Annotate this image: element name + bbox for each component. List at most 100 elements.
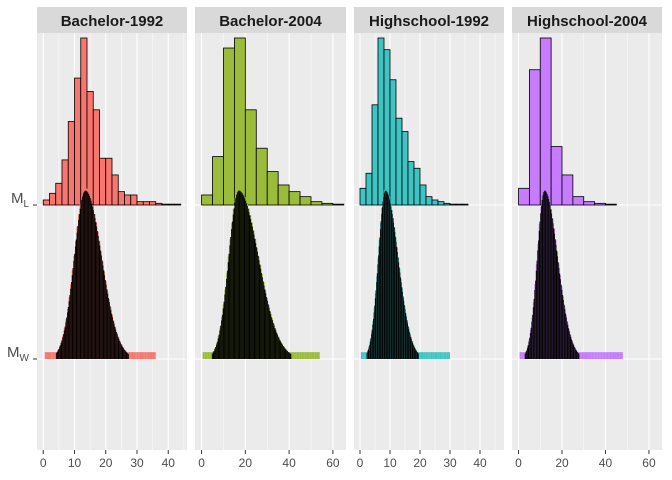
- x-tick-label: 20: [555, 456, 569, 470]
- fine-bin-bar: [218, 334, 220, 359]
- fine-bin-fill: [443, 352, 445, 359]
- fine-bin-fill: [425, 352, 428, 359]
- fine-bin-fill: [314, 352, 317, 359]
- fine-bin-fill: [294, 352, 297, 359]
- x-tick-label: 40: [162, 456, 176, 470]
- fine-bin-bar: [101, 255, 102, 359]
- fine-bin-bar: [113, 323, 115, 359]
- fine-bin-bar: [564, 309, 566, 359]
- fine-bin-fill: [599, 352, 601, 359]
- histogram-bar: [142, 201, 150, 206]
- fine-bin-bar: [388, 195, 389, 359]
- histogram-bar: [583, 201, 596, 206]
- fine-bin-fill: [519, 352, 522, 359]
- fine-bin-bar: [70, 282, 72, 359]
- fine-bin-bar: [569, 331, 570, 359]
- fine-bin-bar: [55, 353, 57, 359]
- fine-bin-bar: [235, 198, 237, 359]
- fine-bin-bar: [410, 336, 412, 359]
- fine-bin-bar: [376, 281, 377, 359]
- fine-bin-fill: [51, 352, 53, 359]
- fine-bin-bar: [108, 302, 110, 359]
- fine-bin-bar: [416, 350, 417, 359]
- fine-bin-bar: [565, 313, 567, 359]
- fine-bin-bar: [537, 250, 539, 359]
- y-axis-label-2: MW: [7, 344, 30, 364]
- fine-bin-bar: [267, 304, 269, 359]
- fine-bin-bar: [78, 219, 79, 359]
- fine-bin-fill: [583, 352, 585, 359]
- fine-bin-bar: [239, 190, 241, 359]
- fine-bin-fill: [608, 352, 610, 359]
- fine-bin-bar: [124, 350, 126, 359]
- fine-bin-bar: [71, 275, 73, 359]
- fine-bin-bar: [262, 277, 263, 359]
- fine-bin-bar: [63, 330, 65, 359]
- fine-bin-bar: [380, 221, 382, 359]
- fine-bin-fill: [301, 352, 304, 359]
- fine-bin-bar: [240, 191, 242, 359]
- fine-bin-bar: [552, 218, 553, 359]
- fine-bin-bar: [74, 246, 76, 359]
- fine-bin-bar: [127, 353, 129, 359]
- histogram-bar: [67, 121, 75, 206]
- fine-bin-bar: [277, 336, 279, 359]
- fine-bin-bar: [246, 205, 248, 359]
- fine-bin-bar: [122, 347, 124, 359]
- fine-bin-bar: [381, 213, 382, 359]
- fine-bin-bar: [250, 219, 252, 359]
- fine-bin-fill: [291, 352, 293, 359]
- fine-bin-bar: [385, 190, 386, 359]
- histogram-bar: [425, 196, 433, 206]
- fine-bin-bar: [214, 349, 216, 359]
- fine-bin-bar: [242, 194, 244, 359]
- histogram-bar: [310, 201, 323, 206]
- fine-bin-fill: [448, 352, 450, 359]
- fine-bin-bar: [97, 235, 99, 359]
- histogram-bar: [167, 203, 175, 206]
- fine-bin-bar: [376, 273, 378, 359]
- fine-bin-bar: [213, 350, 215, 359]
- x-tick-label: 40: [282, 456, 296, 470]
- fine-bin-fill: [309, 352, 312, 359]
- fine-bin-bar: [257, 255, 259, 359]
- fine-bin-bar: [251, 222, 253, 359]
- histogram-bar: [383, 49, 391, 206]
- fine-bin-bar: [288, 352, 290, 359]
- fine-bin-fill: [596, 352, 598, 359]
- fine-bin-bar: [256, 247, 258, 359]
- fine-bin-bar: [221, 314, 223, 359]
- fine-bin-bar: [117, 336, 119, 359]
- fine-bin-bar: [116, 334, 118, 359]
- fine-bin-bar: [99, 245, 101, 359]
- fine-bin-fill: [141, 352, 144, 359]
- fine-bin-fill: [427, 352, 429, 359]
- fine-bin-bar: [275, 330, 277, 359]
- fine-bin-bar: [528, 341, 530, 359]
- fine-bin-bar: [231, 229, 232, 359]
- fine-bin-fill: [311, 352, 314, 359]
- fine-bin-fill: [146, 352, 148, 359]
- histogram-bar: [233, 37, 246, 206]
- fine-bin-bar: [571, 339, 572, 359]
- fine-bin-bar: [101, 260, 103, 359]
- fine-bin-bar: [92, 206, 94, 359]
- fine-bin-fill: [364, 352, 366, 359]
- fine-bin-bar: [72, 268, 74, 359]
- histogram-bar: [572, 196, 585, 206]
- fine-bin-bar: [84, 190, 86, 359]
- x-tick-label: 10: [383, 456, 397, 470]
- fine-bin-bar: [400, 282, 402, 359]
- fine-bin-bar: [560, 279, 561, 359]
- fine-bin-bar: [281, 343, 283, 359]
- histogram-bar: [419, 184, 427, 206]
- fine-bin-bar: [289, 353, 291, 359]
- fine-bin-bar: [85, 190, 87, 359]
- fine-bin-fill: [611, 352, 613, 359]
- fine-bin-bar: [73, 260, 75, 359]
- fine-bin-fill: [621, 352, 623, 359]
- fine-bin-bar: [93, 210, 94, 359]
- fine-bin-bar: [234, 202, 236, 359]
- fine-bin-fill: [135, 352, 137, 359]
- histogram-bar: [605, 203, 617, 206]
